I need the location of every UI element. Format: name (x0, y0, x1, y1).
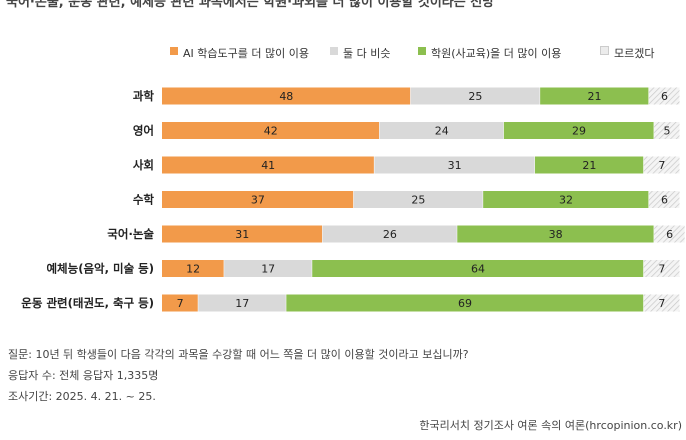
legend-swatch-unknown (600, 46, 609, 55)
legend-item-unknown: 모르겠다 (600, 45, 654, 61)
bar-ai (162, 87, 411, 105)
data-label-unknown: 5 (664, 125, 671, 138)
data-label-similar: 25 (468, 90, 482, 103)
bar-ai (162, 156, 374, 174)
data-label-similar: 17 (261, 263, 275, 276)
chart-legend: AI 학습도구를 더 많이 이용 둘 다 비슷 학원(사교육)을 더 많이 이용… (0, 45, 686, 61)
data-label-ai: 31 (235, 228, 249, 241)
data-label-similar: 25 (411, 194, 425, 207)
data-label-similar: 31 (448, 159, 462, 172)
bar-academy (457, 225, 654, 243)
legend-item-academy: 학원(사교육)을 더 많이 이용 (418, 45, 561, 61)
bar-unknown (643, 294, 680, 312)
data-label-academy: 32 (559, 194, 573, 207)
data-label-ai: 7 (177, 297, 184, 310)
legend-swatch-academy (418, 47, 426, 55)
data-label-ai: 37 (251, 194, 265, 207)
legend-item-ai: AI 학습도구를 더 많이 이용 (170, 45, 309, 61)
legend-label-ai: AI 학습도구를 더 많이 이용 (183, 47, 309, 60)
bar-unknown (643, 156, 680, 174)
chart-title: 국어·논술, 운동 관련, 예체능 관련 과목에서는 학원·과외를 더 많이 이… (6, 0, 495, 10)
legend-item-similar: 둘 다 비슷 (330, 45, 390, 61)
data-label-academy: 21 (582, 159, 596, 172)
bar-academy (534, 156, 644, 174)
source-credit: 한국리서치 정기조사 여론 속의 여론(hrcopinion.co.kr) (419, 419, 682, 432)
data-label-unknown: 7 (658, 297, 665, 310)
bar-academy (503, 122, 654, 139)
bar-ai (162, 260, 224, 277)
bar-unknown (654, 122, 680, 139)
data-label-academy: 69 (458, 297, 472, 310)
bar-ai (162, 294, 198, 312)
category-label: 과학 (133, 89, 155, 103)
legend-swatch-similar (330, 47, 338, 55)
legend-label-similar: 둘 다 비슷 (343, 47, 391, 60)
data-label-similar: 26 (383, 228, 397, 241)
legend-swatch-ai (170, 47, 178, 55)
footnote-question: 질문: 10년 뒤 학생들이 다음 각각의 과목을 수강할 때 어느 쪽을 더 … (8, 348, 469, 361)
data-label-academy: 29 (572, 125, 586, 138)
data-label-unknown: 6 (661, 90, 668, 103)
bar-academy (483, 191, 649, 208)
data-label-unknown: 7 (658, 159, 665, 172)
data-label-ai: 12 (186, 263, 200, 276)
bar-ai (162, 191, 354, 208)
bar-similar (198, 294, 286, 312)
category-label: 국어·논술 (107, 227, 154, 241)
bar-similar (224, 260, 312, 277)
bar-ai (162, 225, 323, 243)
category-label: 수학 (133, 193, 155, 207)
bar-unknown (643, 260, 680, 277)
bar-academy (312, 260, 644, 277)
bar-similar (322, 225, 457, 243)
footnote-period: 조사기간: 2025. 4. 21. ~ 25. (8, 390, 156, 403)
category-label: 영어 (133, 124, 154, 138)
bar-academy (286, 294, 644, 312)
bar-unknown (648, 191, 680, 208)
data-label-ai: 48 (279, 90, 293, 103)
bar-unknown (648, 87, 680, 105)
bar-similar (374, 156, 535, 174)
bar-similar (410, 87, 540, 105)
data-label-similar: 24 (435, 125, 449, 138)
footnote-respondents: 응답자 수: 전체 응답자 1,335명 (8, 369, 159, 382)
bar-ai (162, 122, 380, 139)
category-label: 예체능(음악, 미술 등) (46, 262, 154, 276)
data-label-academy: 38 (549, 228, 563, 241)
data-label-academy: 21 (588, 90, 602, 103)
bar-unknown (654, 225, 685, 243)
bar-similar (353, 191, 483, 208)
data-label-ai: 41 (261, 159, 275, 172)
data-label-unknown: 6 (666, 228, 673, 241)
category-label: 사회 (133, 158, 154, 172)
data-label-unknown: 7 (658, 263, 665, 276)
bars-layer: 과학 48 25 21 6 영어 42 24 29 5 사회 41 31 21 7 수학 37 25 32 6 국어·논… (21, 87, 685, 312)
data-label-unknown: 6 (661, 194, 668, 207)
category-label: 운동 관련(태권도, 축구 등) (21, 296, 154, 310)
data-label-similar: 17 (235, 297, 249, 310)
data-label-academy: 64 (471, 263, 485, 276)
bar-similar (379, 122, 504, 139)
bar-academy (540, 87, 649, 105)
data-label-ai: 42 (264, 125, 278, 138)
legend-label-academy: 학원(사교육)을 더 많이 이용 (431, 47, 562, 60)
legend-label-unknown: 모르겠다 (614, 47, 655, 60)
